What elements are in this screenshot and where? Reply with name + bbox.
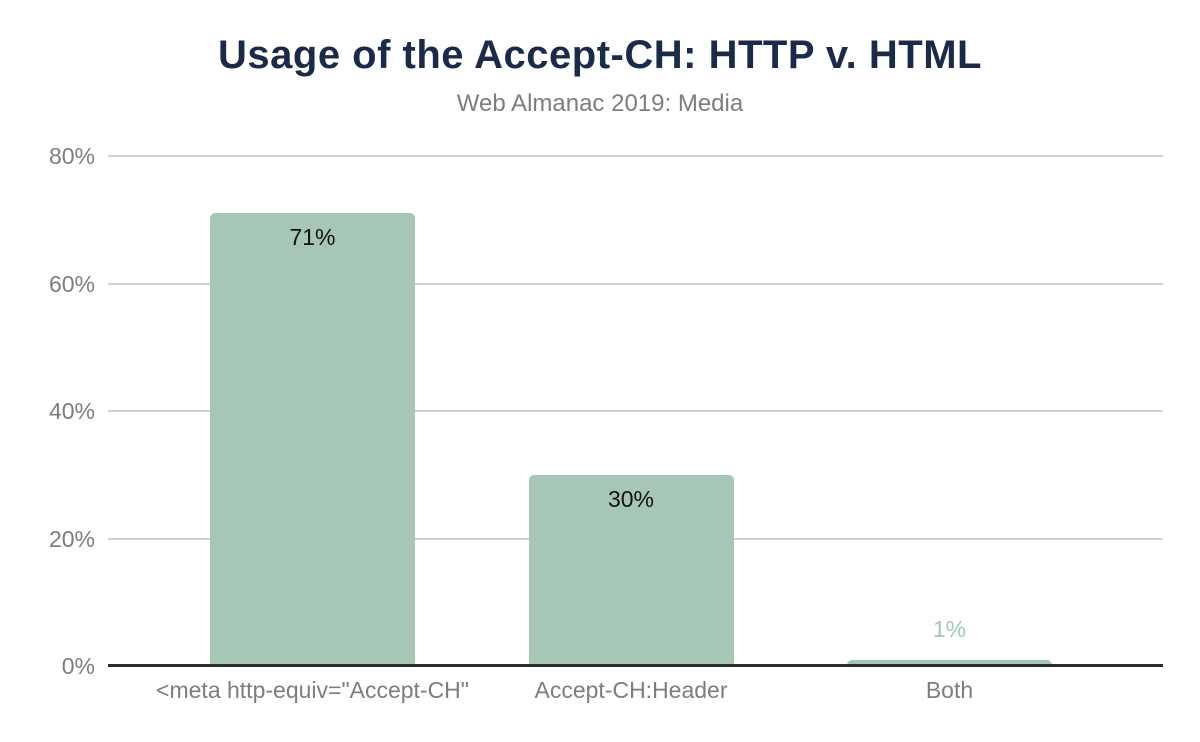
bar-value-label: 30% — [607, 485, 655, 512]
plot-area: 0% 20% 40% 60% 80% 71% 30% 1% <meta http-equiv… — [49, 143, 1163, 703]
x-label-cell: <meta http-equiv="Accept-CH" — [156, 677, 469, 704]
x-axis-category-labels: <meta http-equiv="Accept-CH" Accept-CH:He… — [108, 677, 1163, 704]
bar-value-label: 1% — [932, 615, 967, 642]
y-tick-label: 0% — [61, 653, 95, 679]
x-label-cell: Both — [847, 677, 1052, 704]
x-label-cell: Accept-CH:Header — [529, 677, 734, 704]
x-category-label: Accept-CH:Header — [534, 677, 728, 703]
bar-1: 30% — [528, 474, 734, 666]
gridline — [108, 410, 1163, 412]
y-tick-label: 60% — [48, 270, 95, 297]
y-tick-label: 20% — [48, 525, 95, 552]
x-axis-baseline — [108, 664, 1163, 667]
chart-title: Usage of the Accept-CH: HTTP v. HTML — [218, 33, 982, 77]
bar-value-label: 71% — [289, 224, 336, 251]
chart-subtitle: Web Almanac 2019: Media — [456, 90, 744, 117]
bar-2: 1% — [847, 616, 1052, 666]
gridline — [108, 155, 1163, 157]
x-category-label: <meta http-equiv="Accept-CH" — [156, 677, 469, 703]
bars-container: 71% 30% 1% — [108, 156, 1163, 666]
gridline — [108, 282, 1163, 285]
bar-0: 71% — [210, 213, 415, 666]
x-category-label: Both — [925, 677, 974, 703]
y-tick-label: 40% — [48, 398, 95, 424]
y-tick-label: 80% — [48, 143, 95, 169]
